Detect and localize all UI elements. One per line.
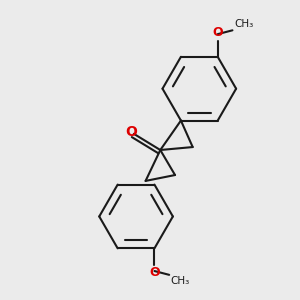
Text: O: O: [212, 26, 223, 39]
Text: O: O: [149, 266, 160, 279]
Text: CH₃: CH₃: [171, 276, 190, 286]
Text: CH₃: CH₃: [234, 19, 253, 29]
Text: O: O: [125, 125, 137, 139]
